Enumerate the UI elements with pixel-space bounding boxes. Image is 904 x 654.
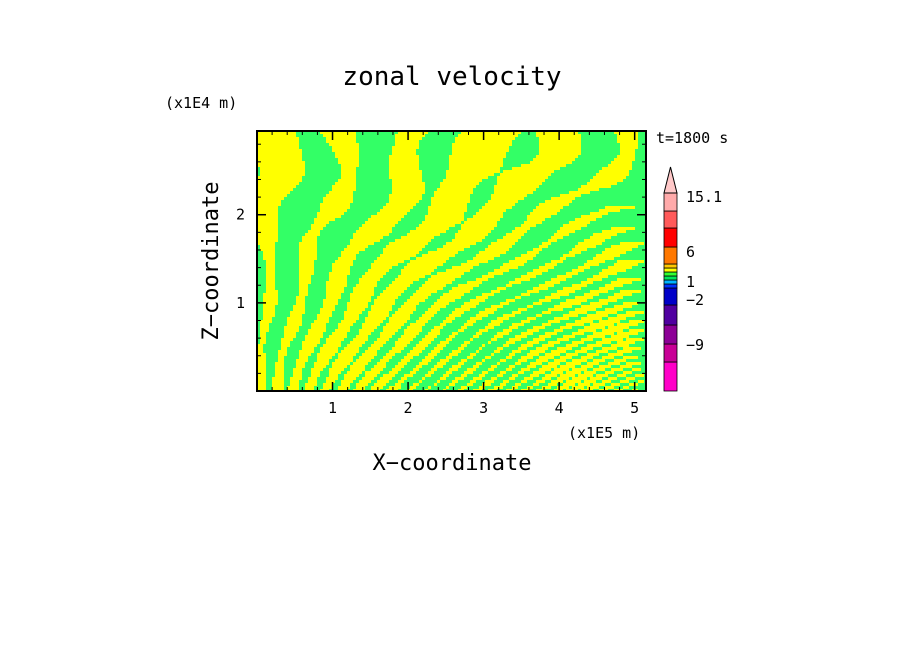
colorbar-segment [663, 192, 678, 212]
colorbar-segment [663, 361, 678, 392]
x-scale-label: (x1E5 m) [568, 424, 640, 442]
colorbar-segment [663, 210, 678, 229]
x-tick-label: 5 [630, 399, 639, 417]
colorbar-segment [663, 304, 678, 326]
colorbar-segment [663, 246, 678, 265]
colorbar-label: −9 [686, 336, 704, 354]
x-tick-label: 3 [479, 399, 488, 417]
y-axis: 12 [236, 143, 646, 374]
colorbar-label: −2 [686, 291, 704, 309]
y-tick-label: 1 [236, 294, 245, 312]
colorbar-extend-arrow [663, 166, 678, 194]
colorbar-segment [663, 271, 678, 277]
colorbar: 15.1 6 1−2 −9 [663, 166, 722, 392]
time-label: t=1800 s [656, 129, 728, 147]
colorbar-segment [663, 343, 678, 363]
colorbar-segment [663, 283, 678, 289]
x-axis: 1 2 3 4 5 [271, 131, 639, 417]
positive-velocity-region [257, 131, 644, 391]
colorbar-segment [663, 227, 678, 248]
chart-title: zonal velocity [342, 62, 561, 92]
colorbar-segment [663, 263, 678, 269]
x-tick-label: 1 [328, 399, 337, 417]
plot-frame [256, 130, 647, 392]
colorbar-segment [663, 267, 678, 273]
colorbar-segment [663, 279, 678, 285]
colorbar-segment [663, 287, 678, 306]
velocity-field [257, 131, 646, 391]
colorbar-segment [663, 324, 678, 345]
y-tick-label: 2 [236, 206, 245, 224]
colorbar-segment [663, 275, 678, 281]
y-scale-label: (x1E4 m) [165, 94, 237, 112]
colorbar-label: 15.1 [686, 188, 722, 206]
x-tick-label: 4 [555, 399, 564, 417]
colorbar-label: 6 [686, 243, 695, 261]
x-axis-label: X−coordinate [373, 451, 532, 476]
y-axis-label: Z−coordinate [199, 182, 224, 341]
colorbar-label: 1 [686, 273, 695, 291]
x-tick-label: 2 [404, 399, 413, 417]
